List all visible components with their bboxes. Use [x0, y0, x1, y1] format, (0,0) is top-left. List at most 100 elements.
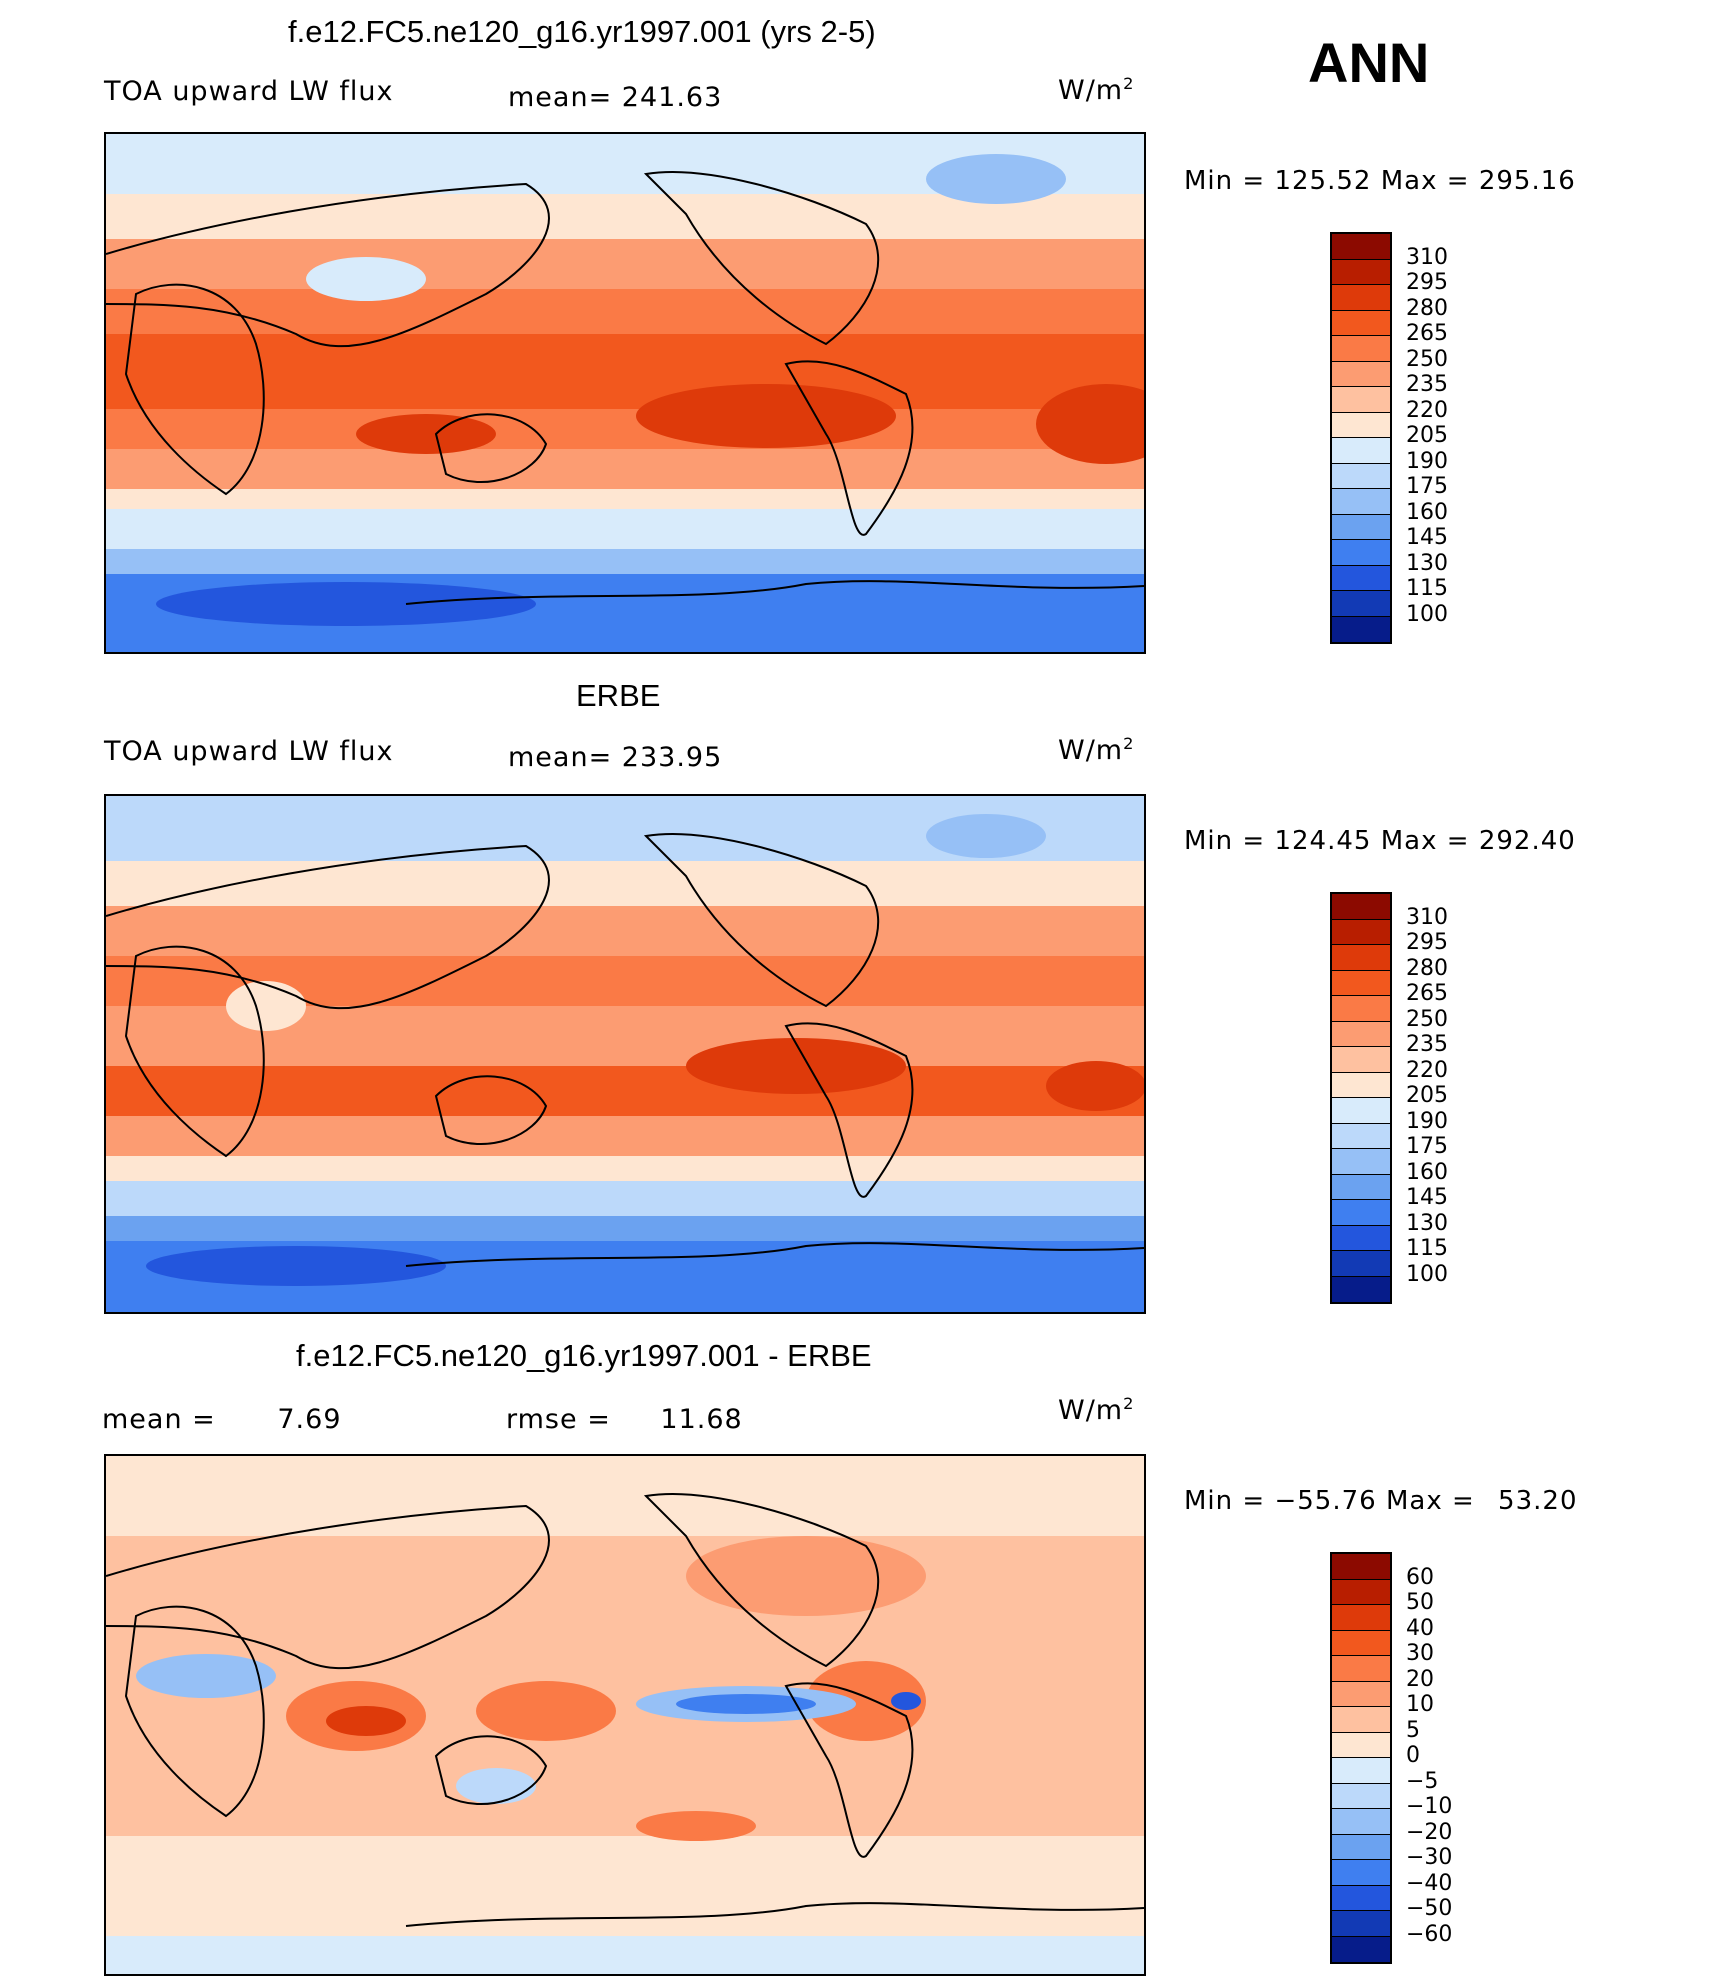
panel2-min: 124.45	[1274, 826, 1372, 856]
panel3-max: 53.20	[1498, 1486, 1578, 1516]
colorbar-tick-label: 220	[1406, 1057, 1448, 1083]
colorbar-box	[1332, 1605, 1390, 1631]
panel3-title: f.e12.FC5.ne120_g16.yr1997.001 - ERBE	[296, 1338, 872, 1373]
colorbar-tick-label: 160	[1406, 499, 1448, 525]
colorbar-box	[1332, 1834, 1390, 1860]
colorbar-box	[1332, 387, 1390, 413]
panel2-mean-value: 233.95	[621, 742, 723, 773]
panel3-map	[104, 1454, 1146, 1976]
colorbar-tick-label: 10	[1406, 1692, 1434, 1717]
colorbar-tick-label: 20	[1406, 1666, 1434, 1692]
colorbar-tick-label: 250	[1406, 346, 1448, 372]
colorbar-tick-label: 310	[1406, 244, 1448, 270]
colorbar-tick-label: 220	[1406, 397, 1448, 423]
colorbar-box	[1332, 591, 1390, 617]
panel2-colorbar	[1330, 892, 1392, 1304]
panel3-rmse: rmse = 11.68	[506, 1404, 743, 1435]
panel3-mean: mean = 7.69	[102, 1404, 342, 1435]
colorbar-box	[1332, 285, 1390, 311]
colorbar-tick-label: 295	[1406, 930, 1448, 955]
panel1-title: f.e12.FC5.ne120_g16.yr1997.001 (yrs 2-5)	[288, 14, 876, 49]
panel2-title: ERBE	[576, 678, 661, 713]
colorbar-tick-label: 50	[1406, 1590, 1434, 1615]
colorbar-box	[1332, 1656, 1390, 1682]
colorbar-box	[1332, 1732, 1390, 1758]
panel1-max: 295.16	[1478, 166, 1576, 196]
panel1-mean: mean= 241.63	[508, 82, 722, 113]
colorbar-box	[1332, 1783, 1390, 1809]
colorbar-box	[1332, 1072, 1390, 1098]
colorbar-tick-label: 40	[1406, 1615, 1434, 1641]
colorbar-tick-label: −10	[1406, 1794, 1453, 1819]
colorbar-box	[1332, 1758, 1390, 1784]
panel3-rmse-label: rmse =	[506, 1404, 611, 1435]
colorbar-box	[1332, 565, 1390, 591]
colorbar-box	[1332, 1911, 1390, 1937]
colorbar-box	[1332, 1554, 1390, 1580]
colorbar-box	[1332, 1936, 1390, 1962]
colorbar-tick-label: −30	[1406, 1845, 1453, 1870]
colorbar-box	[1332, 361, 1390, 387]
panel3-mean-label: mean =	[102, 1404, 216, 1435]
colorbar-tick-label: 130	[1406, 1210, 1448, 1236]
colorbar-tick-label: 5	[1406, 1717, 1420, 1743]
panel2-field	[106, 796, 1144, 1312]
colorbar-box	[1332, 970, 1390, 996]
colorbar-box	[1332, 1707, 1390, 1733]
colorbar-box	[1332, 412, 1390, 438]
panel2-variable-label: TOA upward LW flux	[104, 736, 394, 767]
colorbar-box	[1332, 1809, 1390, 1835]
colorbar-tick-label: 190	[1406, 1108, 1448, 1134]
colorbar-box	[1332, 1276, 1390, 1302]
colorbar-box	[1332, 310, 1390, 336]
panel3-minmax: Min = −55.76 Max = 53.20	[1184, 1486, 1578, 1516]
colorbar-tick-label: 265	[1406, 321, 1448, 346]
colorbar-tick-label: 175	[1406, 1134, 1448, 1159]
colorbar-box	[1332, 1174, 1390, 1200]
colorbar-tick-label: 145	[1406, 1185, 1448, 1210]
panel1-mean-value: 241.63	[621, 82, 723, 113]
colorbar-tick-label: −20	[1406, 1819, 1453, 1845]
colorbar-tick-label: 30	[1406, 1641, 1434, 1666]
panel2-minmax: Min = 124.45 Max = 292.40	[1184, 826, 1576, 856]
colorbar-box	[1332, 1251, 1390, 1277]
colorbar-box	[1332, 234, 1390, 260]
colorbar-box	[1332, 489, 1390, 515]
colorbar-tick-label: 60	[1406, 1564, 1434, 1590]
colorbar-tick-label: 310	[1406, 904, 1448, 930]
colorbar-tick-label: 100	[1406, 601, 1448, 627]
colorbar-tick-label: 0	[1406, 1743, 1420, 1768]
panel3-units: W/m2	[1058, 1394, 1135, 1426]
colorbar-tick-label: −40	[1406, 1870, 1453, 1896]
colorbar-box	[1332, 1860, 1390, 1886]
colorbar-tick-label: 280	[1406, 295, 1448, 321]
panel2-map	[104, 794, 1146, 1314]
colorbar-tick-label: 175	[1406, 474, 1448, 499]
colorbar-box	[1332, 540, 1390, 566]
colorbar-tick-label: 205	[1406, 1083, 1448, 1108]
colorbar-tick-label: −50	[1406, 1896, 1453, 1921]
panel1-variable-label: TOA upward LW flux	[104, 76, 394, 107]
colorbar-box	[1332, 1200, 1390, 1226]
panel2-mean-label: mean=	[508, 742, 613, 773]
colorbar-tick-label: 250	[1406, 1006, 1448, 1032]
colorbar-tick-label: 205	[1406, 423, 1448, 448]
panel1-mean-label: mean=	[508, 82, 613, 113]
colorbar-box	[1332, 1681, 1390, 1707]
colorbar-box	[1332, 894, 1390, 920]
colorbar-tick-label: 160	[1406, 1159, 1448, 1185]
panel1-units: W/m2	[1058, 74, 1135, 106]
colorbar-box	[1332, 438, 1390, 464]
panel1-map	[104, 132, 1146, 654]
panel1-minmax: Min = 125.52 Max = 295.16	[1184, 166, 1576, 196]
colorbar-box	[1332, 616, 1390, 642]
colorbar-box	[1332, 1021, 1390, 1047]
colorbar-tick-label: −5	[1406, 1768, 1439, 1794]
colorbar-box	[1332, 1123, 1390, 1149]
season-label: ANN	[1308, 31, 1430, 94]
colorbar-tick-label: −60	[1406, 1921, 1453, 1947]
panel1-min: 125.52	[1274, 166, 1372, 196]
colorbar-tick-label: 190	[1406, 448, 1448, 474]
colorbar-box	[1332, 1885, 1390, 1911]
colorbar-tick-label: 115	[1406, 576, 1448, 601]
